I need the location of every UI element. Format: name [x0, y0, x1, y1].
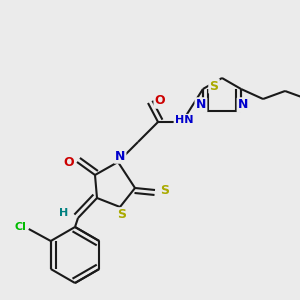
Text: O: O [64, 155, 74, 169]
Text: Cl: Cl [15, 222, 27, 232]
Text: S: S [160, 184, 169, 196]
Text: H: H [59, 208, 69, 218]
Text: S: S [118, 208, 127, 221]
Text: HN: HN [175, 115, 193, 125]
Text: O: O [155, 94, 165, 107]
Text: N: N [238, 98, 248, 112]
Text: N: N [196, 98, 206, 112]
Text: N: N [115, 149, 125, 163]
Text: S: S [209, 80, 218, 92]
